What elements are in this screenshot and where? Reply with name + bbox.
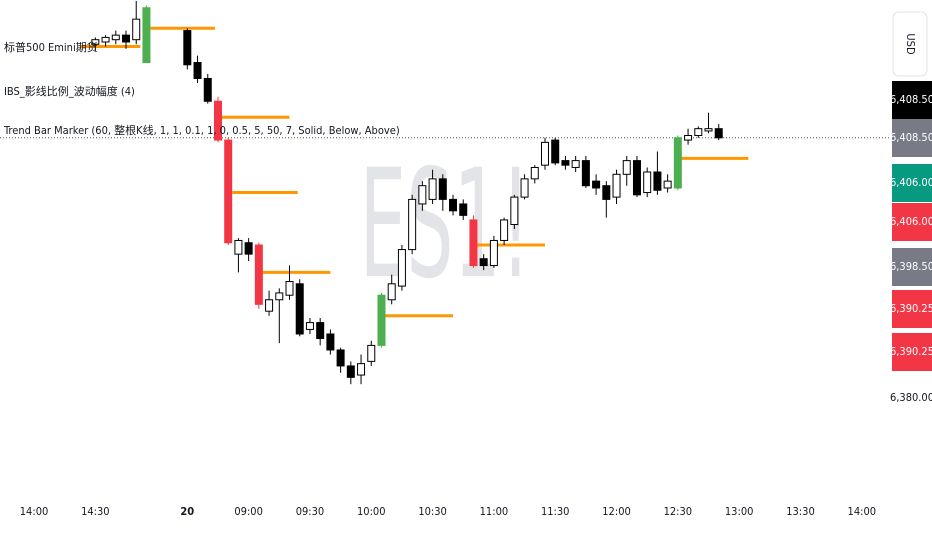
candle-body <box>643 171 652 194</box>
price-tag-bg <box>892 164 932 202</box>
price-tag-bg <box>892 203 932 241</box>
candle-body <box>377 294 386 346</box>
legend-text: Trend Bar Marker (60, 整根K线, 1, 1, 0.1, 1… <box>3 123 400 137</box>
candle-body <box>305 322 314 330</box>
candle-body <box>551 139 560 164</box>
candle-body <box>265 299 274 312</box>
candle-body <box>428 178 437 200</box>
x-tick-label: 10:30 <box>418 505 447 518</box>
price-tag-bg <box>892 81 932 119</box>
candle-body <box>663 180 672 189</box>
candle-body <box>285 281 294 296</box>
candle-body <box>500 219 509 241</box>
candle-body <box>571 160 580 168</box>
candle-body <box>122 34 131 43</box>
price-tag: 6,390.25 <box>890 302 932 315</box>
candle-body <box>602 185 611 200</box>
x-tick-label: 13:30 <box>786 505 815 518</box>
candle-body <box>438 178 447 200</box>
currency-box[interactable] <box>892 11 928 77</box>
x-tick-label: 11:30 <box>541 505 570 518</box>
candle-body <box>694 128 703 137</box>
candle-body <box>520 178 529 198</box>
currency: USD <box>904 33 917 55</box>
plot-area <box>0 0 890 385</box>
x-tick-label: 12:00 <box>602 505 631 518</box>
candle-body <box>213 100 222 141</box>
candle-body <box>224 139 233 244</box>
x-tick-label: 12:30 <box>664 505 693 518</box>
candle-body <box>632 160 641 196</box>
candle-body <box>142 7 151 64</box>
price-tag: 6,406.00 <box>890 215 932 228</box>
candle-body <box>326 333 335 351</box>
x-tick-label: 14:00 <box>848 505 877 518</box>
price-tag: 6,398.50 <box>890 260 932 273</box>
candle-body <box>101 36 110 43</box>
candle-body <box>622 160 631 175</box>
candle-body <box>704 128 713 132</box>
candle-body <box>234 239 243 255</box>
candle-body <box>387 283 396 301</box>
candle-body <box>254 244 263 305</box>
candle-body <box>592 180 601 189</box>
candle-body <box>408 198 417 251</box>
price-tag-bg <box>892 333 932 371</box>
candle-body <box>203 77 212 102</box>
x-tick-label: 14:00 <box>20 505 49 518</box>
candle-body <box>653 171 662 191</box>
x-tick-label: 09:30 <box>296 505 325 518</box>
candle-body <box>346 365 355 378</box>
candle-body <box>561 160 570 166</box>
candle-body <box>459 203 468 216</box>
y-tick-label: 6,380.00 <box>890 391 932 404</box>
x-tick-label: 09:00 <box>234 505 263 518</box>
legend-text: 标普500 Emini期货 <box>4 40 98 54</box>
price-tag: 6,408.50 <box>890 93 932 106</box>
candle-body <box>581 160 590 187</box>
candle-body <box>183 30 192 66</box>
candle-body <box>132 18 141 41</box>
price-tag: 6,408.50 <box>890 131 932 144</box>
x-tick-label: 11:00 <box>480 505 509 518</box>
candle-body <box>357 363 366 376</box>
candle-body <box>244 242 253 255</box>
candle-body <box>469 219 478 267</box>
candle-body <box>714 128 723 139</box>
candle-body <box>530 166 539 180</box>
candle-body <box>612 173 621 198</box>
candle-body <box>540 141 549 166</box>
candle-body <box>367 344 376 362</box>
candle-body <box>489 239 498 267</box>
candle-body <box>397 249 406 287</box>
price-tag: 6,406.00 <box>890 176 932 189</box>
candle-body <box>111 34 120 41</box>
candle-body <box>673 137 682 189</box>
x-tick-label: 10:00 <box>357 505 386 518</box>
price-tag: 6,390.25 <box>890 345 932 358</box>
candle-body <box>336 349 345 367</box>
x-tick-label: 14:30 <box>81 505 110 518</box>
candle-body <box>684 135 693 141</box>
candle-body <box>295 283 304 335</box>
legend-text: IBS_影线比例_波动幅度 (4) <box>4 84 135 98</box>
candle-body <box>193 62 202 79</box>
x-tick-label: 20 <box>180 505 194 518</box>
price-tag-bg <box>892 119 932 157</box>
candle-body <box>479 258 488 267</box>
candle-body <box>449 198 458 212</box>
price-tag-bg <box>892 248 932 286</box>
x-tick-label: 13:00 <box>725 505 754 518</box>
candle-body <box>316 322 325 340</box>
candle-body <box>510 196 519 225</box>
candle-body <box>418 185 427 205</box>
candle-body <box>275 292 284 301</box>
price-tag-bg <box>892 290 932 328</box>
candle-body <box>91 39 100 45</box>
